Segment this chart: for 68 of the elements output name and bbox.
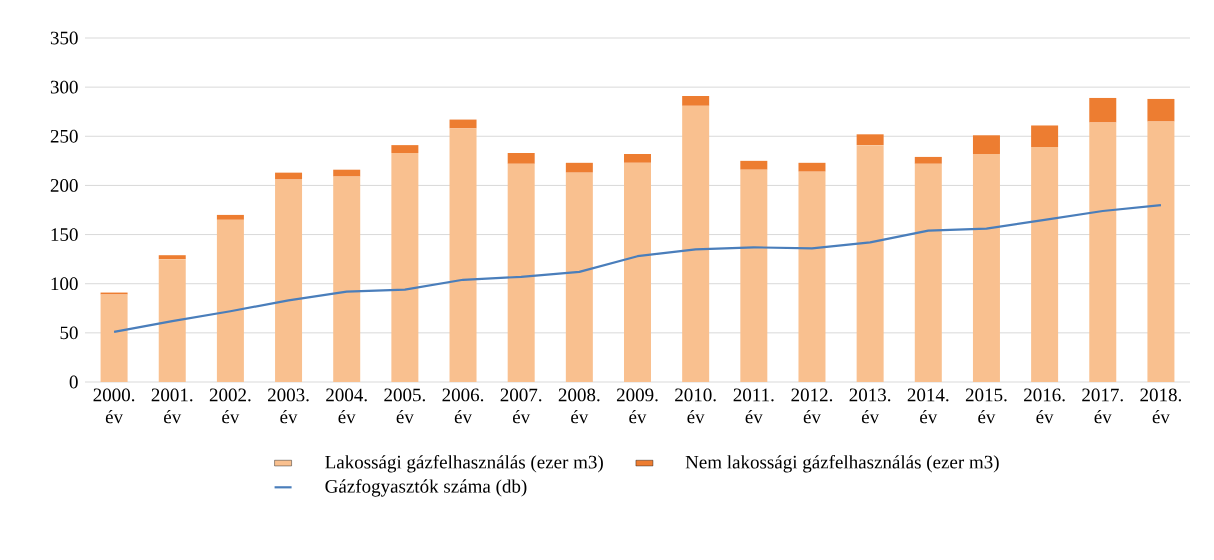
x-tick-label: 2002. év	[209, 388, 251, 424]
bar	[565, 162, 593, 173]
x-tick-label: 2017. év	[1082, 388, 1123, 424]
bar	[1089, 122, 1117, 382]
x-tick-label: 2005. év	[384, 388, 425, 424]
x-tick-label: 2013. év	[849, 388, 891, 424]
bar	[216, 219, 244, 382]
bar	[333, 169, 361, 177]
bar	[914, 163, 942, 382]
bar	[798, 162, 826, 172]
x-tick-label: 2006. év	[442, 388, 484, 424]
y-tick-label: 200	[50, 179, 78, 192]
bar	[740, 169, 768, 382]
y-tick-label: 350	[50, 31, 78, 45]
x-tick-label: 2007. év	[500, 388, 542, 424]
bar	[624, 162, 651, 382]
x-tick-label: 2003. év	[268, 388, 309, 424]
legend-label: Gázfogyasztók száma (db)	[325, 479, 527, 497]
bar	[972, 135, 1000, 154]
y-tick-label: 50	[60, 326, 78, 340]
x-tick-label: 2001. év	[151, 388, 193, 424]
bar	[1089, 97, 1117, 123]
x-tick-label: 2004. év	[326, 388, 367, 424]
bar	[158, 259, 186, 382]
bar	[158, 255, 186, 260]
legend-label: Lakossági gázfelhasználás (ezer m3)	[325, 454, 603, 473]
bar	[856, 145, 884, 382]
x-tick-label: 2015. év	[965, 388, 1007, 424]
bar	[100, 294, 128, 382]
x-tick-label: 2016. év	[1024, 388, 1065, 424]
bar	[507, 163, 535, 382]
bar	[449, 128, 477, 382]
bar	[391, 152, 419, 382]
y-tick-label: 300	[50, 80, 78, 94]
bar	[216, 214, 244, 220]
bar	[682, 95, 710, 106]
bar	[449, 119, 477, 129]
bar	[740, 160, 768, 170]
bar	[391, 145, 419, 153]
y-tick-label: 0	[69, 375, 78, 389]
bar	[682, 105, 710, 382]
bar	[1031, 125, 1059, 148]
bar	[333, 176, 361, 382]
x-tick-label: 2011. év	[733, 388, 774, 424]
bar	[565, 172, 593, 382]
bar	[624, 153, 651, 163]
x-tick-label: 2012. év	[791, 388, 833, 424]
bar	[914, 156, 942, 164]
x-tick-label: 2010. év	[675, 388, 716, 424]
line-series	[112, 203, 1163, 333]
x-tick-label: 2008. év	[558, 388, 600, 424]
bar	[275, 172, 303, 180]
bar	[972, 153, 1000, 382]
bar	[275, 179, 303, 382]
x-tick-label: 2018. év	[1140, 388, 1182, 424]
x-tick-label: 2000. év	[93, 388, 135, 424]
bar	[1147, 121, 1175, 382]
y-tick-label: 100	[51, 277, 78, 291]
bar	[856, 134, 884, 146]
x-tick-label: 2014. év	[907, 388, 949, 424]
bar	[1031, 147, 1059, 382]
y-tick-label: 150	[51, 228, 78, 241]
bar	[507, 152, 535, 164]
x-tick-label: 2009. év	[616, 388, 658, 424]
bar	[1147, 98, 1175, 122]
y-tick-label: 250	[50, 129, 78, 143]
bar	[798, 171, 826, 382]
legend-label: Nem lakossági gázfelhasználás (ezer m3)	[685, 454, 999, 473]
